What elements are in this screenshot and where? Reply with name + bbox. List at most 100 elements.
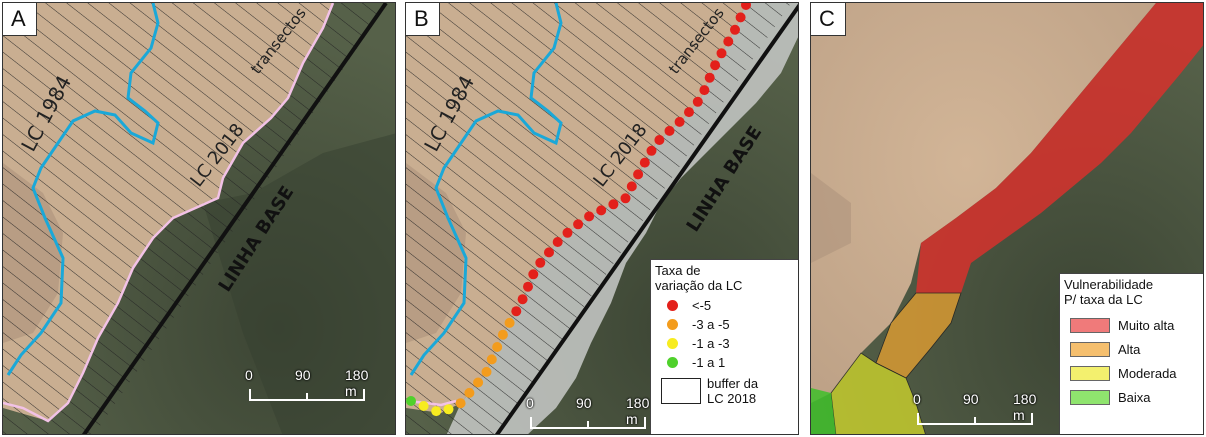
rate-dot [492,342,503,352]
legend-dot [667,338,678,349]
legend-item: Alta [1064,337,1199,361]
legend-title-line1: Taxa de [655,263,701,278]
rate-dot [517,294,528,305]
legend-buffer-line1: buffer da [707,376,759,391]
rate-dot [723,36,734,47]
rate-dot [741,3,751,10]
rate-dot [504,317,515,328]
scale-tick-0: 0 [245,367,253,383]
zone-alta [875,292,962,379]
scale-bar-mid [306,393,308,401]
legend-label: Alta [1118,341,1141,357]
scale-tick-180: 180 m [626,395,650,427]
rate-dot [473,377,484,388]
legend-label: -3 a -5 [692,317,730,332]
rate-dots [406,3,751,417]
panel-c-label: C [811,3,846,36]
zone-muito-alta [916,3,1203,293]
scale-tick-90: 90 [963,391,979,407]
rate-dot [699,85,710,96]
legend-buffer-line2: LC 2018 [707,391,757,406]
rate-dot [443,404,454,415]
rate-dot [481,366,492,377]
rate-dot [710,60,721,71]
rate-dot [523,281,533,292]
lc1984-line [409,3,563,376]
rate-dot [620,193,631,204]
legend-buffer-item: buffer da LC 2018 [655,374,794,408]
legend-item: Muito alta [1064,313,1199,337]
legend-item: -1 a -3 [655,334,794,353]
rate-dot [664,125,675,136]
rate-dot [562,227,573,238]
legend-label: <-5 [692,298,712,313]
rate-dot [418,401,429,411]
scale-bar-a: 0 90 180 m [243,367,373,407]
rate-dot [544,247,554,258]
zone-moderada [830,352,926,434]
rate-dot [573,219,584,230]
rate-dot [716,48,727,59]
sand-shadow [811,173,851,263]
legend-dot [667,357,678,368]
legend-dot [667,300,678,311]
rate-dot [608,199,619,210]
scale-tick-90: 90 [295,367,311,383]
map-panel-a: transectos LC 1984 LC 2018 LINHA BASE A … [2,2,396,435]
legend-title-line2: P/ taxa da LC [1064,292,1143,307]
sand-area [811,3,1156,403]
rate-dot [596,205,607,216]
legend-swatch [1070,317,1110,333]
rate-dot [704,72,715,83]
rate-dot [646,145,657,156]
legend-title-line2: variação da LC [655,278,743,293]
rate-dot [552,237,563,247]
legend-item: -1 a 1 [655,353,794,372]
legend-item: Moderada [1064,361,1199,385]
scale-bar-b: 0 90 180 m [524,395,654,434]
legend-swatch [1070,341,1110,357]
rate-dot [633,169,644,180]
legend-label: Baixa [1118,389,1151,405]
legend-label: -1 a 1 [692,355,726,370]
rate-dot [654,135,665,145]
dark-vegetation [203,133,395,434]
rate-dot [584,211,595,222]
baseline-line [81,3,388,434]
lc2018-line [406,399,457,407]
rate-dot [684,107,694,118]
rate-dot [528,269,539,280]
panel-b-label: B [406,3,440,36]
rate-dot [626,181,637,192]
map-a-canvas: transectos LC 1984 LC 2018 LINHA BASE [3,3,395,434]
map-panel-c: C 0 90 180 m Vulnerabilidade P/ taxa da … [810,2,1204,435]
rate-dot [486,354,497,365]
scale-bar-mid [974,417,976,425]
zone-baixa [811,388,836,434]
rate-dot [692,96,703,107]
lc2018-line [3,3,335,423]
scale-tick-90: 90 [576,395,592,411]
legend-title-line1: Vulnerabilidade [1064,277,1154,292]
rate-dot [674,116,685,127]
scale-tick-180: 180 m [345,367,369,399]
lc1984-line [6,3,160,376]
rate-dot [406,396,416,406]
rate-dot [639,157,650,168]
legend-label: Muito alta [1118,317,1175,333]
rate-legend: Taxa de variação da LC <-5 -3 a -5 -1 a … [650,259,798,434]
legend-swatch [1070,389,1110,405]
legend-dot [667,319,678,330]
scale-tick-0: 0 [526,395,534,411]
legend-label: Moderada [1118,365,1177,381]
rate-dot [431,406,442,417]
rate-dot [730,24,740,35]
scale-tick-0: 0 [913,391,921,407]
rate-dot [455,398,466,409]
legend-item: <-5 [655,296,794,315]
scale-bar-c: 0 90 180 m [911,391,1041,431]
baseline-line [494,3,798,434]
scale-bar-mid [587,421,589,429]
rate-dot [535,257,546,268]
